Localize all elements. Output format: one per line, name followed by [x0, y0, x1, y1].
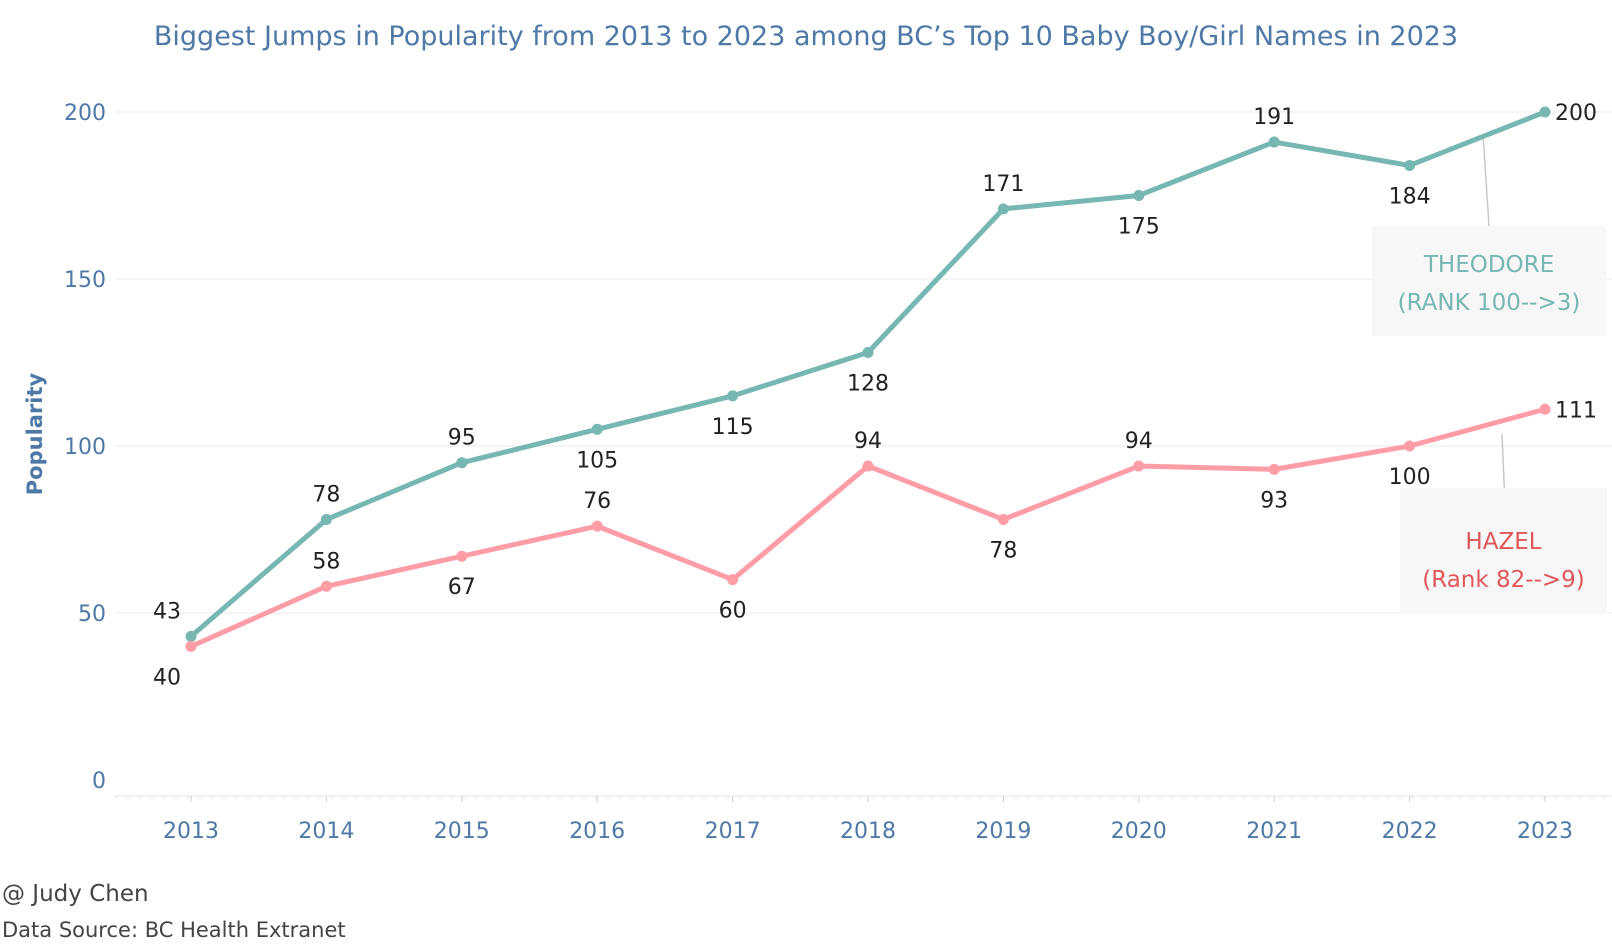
- data-point: [1539, 403, 1551, 415]
- data-label: 67: [448, 575, 476, 600]
- data-point: [862, 460, 874, 472]
- data-label: 60: [719, 599, 747, 624]
- y-tick-label: 200: [64, 101, 106, 126]
- data-label: 95: [448, 426, 476, 451]
- data-point: [1404, 159, 1416, 171]
- data-point: [591, 423, 603, 435]
- data-point: [862, 346, 874, 358]
- y-axis-title: Popularity: [23, 372, 47, 495]
- y-tick-label: 0: [92, 769, 106, 794]
- data-point: [727, 390, 739, 402]
- y-tick-label: 50: [78, 602, 106, 627]
- data-label: 191: [1253, 105, 1295, 130]
- x-tick-label: 2017: [705, 819, 761, 844]
- data-point: [185, 630, 197, 642]
- data-point: [1133, 190, 1145, 201]
- data-label: 128: [847, 371, 889, 396]
- data-label: 175: [1118, 215, 1160, 240]
- x-tick-label: 2021: [1246, 819, 1302, 844]
- data-label: 171: [982, 172, 1024, 197]
- data-label: 100: [1389, 465, 1431, 490]
- data-label: 94: [1125, 429, 1153, 454]
- data-label: 78: [989, 538, 1017, 563]
- data-label: 184: [1389, 184, 1431, 209]
- data-label: 111: [1555, 398, 1597, 423]
- data-label: 58: [312, 549, 340, 574]
- data-point: [997, 513, 1009, 525]
- data-label: 43: [153, 599, 181, 624]
- data-point: [185, 640, 197, 652]
- grid-lines: [116, 111, 1612, 614]
- data-label: 115: [712, 415, 754, 440]
- x-tick-label: 2013: [163, 819, 219, 844]
- data-label: 94: [854, 429, 882, 454]
- data-point: [1268, 463, 1280, 475]
- data-labels: 43 78 95 105 115 128 171 175 191 184 200 40 58 67 76 60…: [153, 101, 1597, 690]
- x-tick-label: 2016: [569, 819, 625, 844]
- chart-title: Biggest Jumps in Popularity from 2013 to…: [154, 21, 1458, 52]
- y-tick-label: 150: [64, 268, 106, 293]
- footer-source: Data Source: BC Health Extranet: [2, 918, 346, 942]
- x-tick-label: 2023: [1517, 819, 1573, 844]
- data-label: 78: [312, 482, 340, 507]
- data-point: [1539, 106, 1551, 118]
- callouts: THEODORE (RANK 100-->3) HAZEL (Rank 82-->9): [1372, 133, 1607, 614]
- x-tick-label: 2020: [1111, 819, 1167, 844]
- data-point: [456, 457, 468, 469]
- callout-text: (Rank 82-->9): [1422, 567, 1585, 593]
- data-point: [1133, 460, 1145, 472]
- data-point: [997, 203, 1009, 215]
- x-tick-label: 2014: [298, 819, 354, 844]
- data-point: [456, 550, 468, 562]
- data-point: [591, 520, 603, 532]
- data-point: [320, 580, 332, 592]
- data-label: 76: [583, 489, 611, 514]
- x-tick-label: 2015: [434, 819, 490, 844]
- data-label: 93: [1260, 488, 1288, 513]
- callout-text: THEODORE: [1423, 252, 1554, 278]
- callout-text: (RANK 100-->3): [1398, 290, 1581, 316]
- data-point: [1404, 440, 1416, 452]
- axes: 0 50 100 150 200 2013 2014 2015 2016 2017 2018 2019…: [64, 101, 1612, 844]
- data-label: 105: [576, 448, 618, 473]
- y-tick-label: 100: [64, 435, 106, 460]
- callout-box: [1400, 488, 1607, 614]
- footer-author: @ Judy Chen: [2, 881, 149, 907]
- callout-leader-line: [1482, 133, 1490, 227]
- x-tick-label: 2019: [975, 819, 1031, 844]
- data-label: 40: [153, 665, 181, 690]
- data-point: [320, 513, 332, 525]
- series: [185, 106, 1551, 652]
- callout-box: [1372, 226, 1606, 336]
- data-point: [1268, 136, 1280, 148]
- x-tick-label: 2018: [840, 819, 896, 844]
- x-tick-label: 2022: [1382, 819, 1438, 844]
- data-label: 200: [1555, 101, 1597, 126]
- callout-text: HAZEL: [1465, 529, 1541, 555]
- data-point: [727, 574, 739, 586]
